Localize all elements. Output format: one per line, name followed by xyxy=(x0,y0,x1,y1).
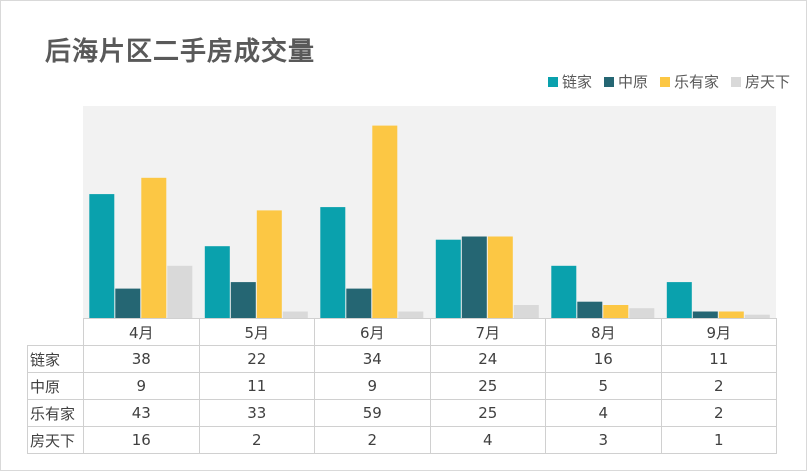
legend-item-房天下: 房天下 xyxy=(730,71,790,92)
legend-item-中原: 中原 xyxy=(603,71,648,92)
bar-房天下-6月 xyxy=(398,311,424,318)
data-label: 25 xyxy=(429,372,546,400)
bar-房天下-4月 xyxy=(167,265,193,318)
bar-中原-8月 xyxy=(577,301,603,318)
data-label: 2 xyxy=(660,372,777,400)
x-tick-label: 7月 xyxy=(429,318,546,346)
legend-swatch xyxy=(603,76,614,87)
data-label: 9 xyxy=(83,372,200,400)
x-tick-label: 9月 xyxy=(660,318,777,346)
data-table: 4月 5月 6月 7月 8月 9月 链家 38 22 34 24 16 11 中原 9 11 9 25 5 2 乐有家 4… xyxy=(27,318,777,454)
chart-title: 后海片区二手房成交量 xyxy=(45,37,316,67)
table-header-row: 4月 5月 6月 7月 8月 9月 xyxy=(27,318,777,346)
data-label: 33 xyxy=(198,399,315,427)
data-label: 2 xyxy=(198,426,315,454)
bar-乐有家-6月 xyxy=(372,125,398,318)
bar-链家-9月 xyxy=(666,282,692,318)
bar-链家-7月 xyxy=(435,239,461,318)
data-label: 59 xyxy=(314,399,431,427)
bar-链家-6月 xyxy=(320,207,346,318)
bar-中原-7月 xyxy=(461,236,487,318)
data-label: 2 xyxy=(314,426,431,454)
bar-房天下-5月 xyxy=(282,311,308,318)
data-label: 4 xyxy=(429,426,546,454)
x-tick-label: 5月 xyxy=(198,318,315,346)
table-row-label: 链家 xyxy=(27,345,84,373)
bar-中原-9月 xyxy=(692,311,718,318)
data-label: 24 xyxy=(429,345,546,373)
bar-乐有家-9月 xyxy=(718,311,744,318)
bar-房天下-7月 xyxy=(513,305,539,318)
legend-label: 房天下 xyxy=(744,73,790,91)
x-tick-label: 4月 xyxy=(83,318,200,346)
table-row-label: 房天下 xyxy=(27,426,84,454)
table-row: 中原 9 11 9 25 5 2 xyxy=(27,372,777,400)
data-label: 2 xyxy=(660,399,777,427)
data-label: 5 xyxy=(545,372,662,400)
data-label: 25 xyxy=(429,399,546,427)
data-label: 11 xyxy=(198,372,315,400)
table-row-label: 乐有家 xyxy=(27,399,84,427)
bar-链家-8月 xyxy=(551,265,577,318)
bar-乐有家-8月 xyxy=(603,305,629,318)
x-tick-label: 8月 xyxy=(545,318,662,346)
legend-swatch xyxy=(659,76,670,87)
bar-中原-5月 xyxy=(230,282,256,318)
data-label: 34 xyxy=(314,345,431,373)
bar-中原-4月 xyxy=(115,288,141,318)
bar-链家-4月 xyxy=(89,194,115,318)
legend-label: 乐有家 xyxy=(673,73,719,91)
data-label: 16 xyxy=(83,426,200,454)
legend-swatch xyxy=(730,76,741,87)
data-label: 9 xyxy=(314,372,431,400)
bar-乐有家-5月 xyxy=(256,210,282,318)
legend-label: 链家 xyxy=(561,73,592,91)
data-label: 4 xyxy=(545,399,662,427)
table-row-label: 中原 xyxy=(27,372,84,400)
data-label: 11 xyxy=(660,345,777,373)
x-tick-label: 6月 xyxy=(314,318,431,346)
data-label: 38 xyxy=(83,345,200,373)
bar-房天下-8月 xyxy=(629,308,655,318)
table-row: 房天下 16 2 2 4 3 1 xyxy=(27,426,777,454)
data-label: 22 xyxy=(198,345,315,373)
table-row: 乐有家 43 33 59 25 4 2 xyxy=(27,399,777,427)
bar-乐有家-4月 xyxy=(141,177,167,318)
data-label: 1 xyxy=(660,426,777,454)
table-row: 链家 38 22 34 24 16 11 xyxy=(27,345,777,373)
legend-item-乐有家: 乐有家 xyxy=(659,71,719,92)
data-label: 16 xyxy=(545,345,662,373)
bar-链家-5月 xyxy=(204,246,230,318)
legend-label: 中原 xyxy=(617,73,648,91)
bar-中原-6月 xyxy=(346,288,372,318)
bar-乐有家-7月 xyxy=(487,236,513,318)
chart-legend: 链家 中原 乐有家 房天下 xyxy=(547,71,790,92)
data-label: 3 xyxy=(545,426,662,454)
bar-房天下-9月 xyxy=(744,314,770,318)
legend-swatch xyxy=(547,76,558,87)
plot-area xyxy=(83,106,776,318)
legend-item-链家: 链家 xyxy=(547,71,592,92)
table-corner xyxy=(27,318,84,346)
data-label: 43 xyxy=(83,399,200,427)
